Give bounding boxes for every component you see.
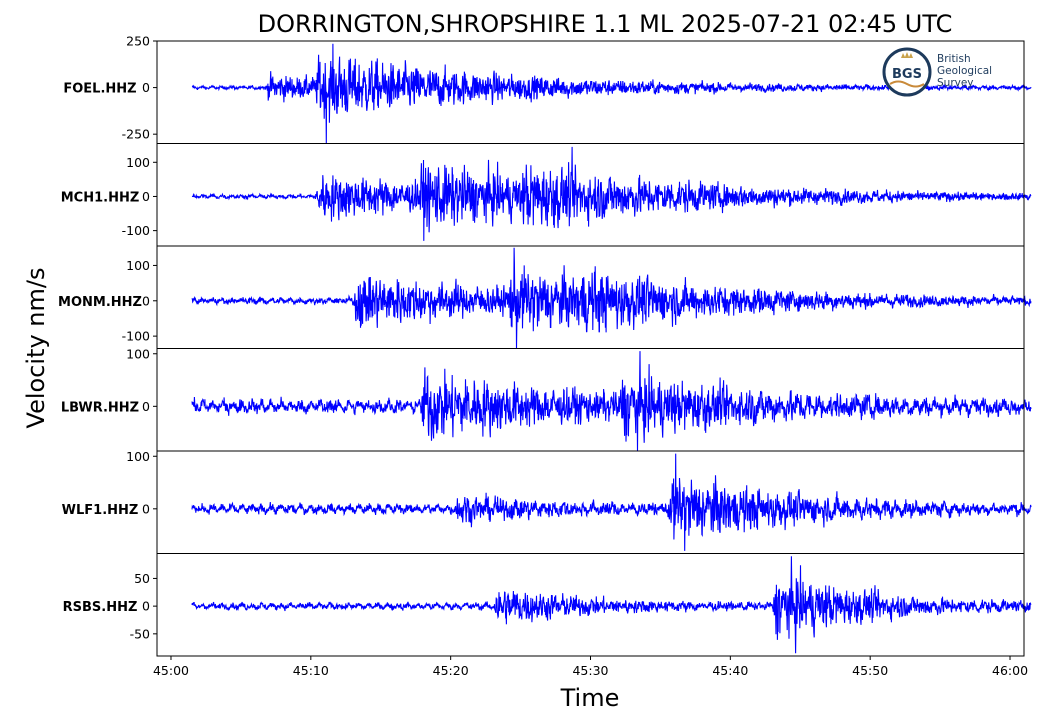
y-tick-label: 0 [142,293,150,308]
panel-mch1-hhz: 100 0 -100 MCH1.HHZ [61,143,1032,247]
y-tick-label: 100 [126,346,150,361]
y-tick-label: 100 [126,258,150,273]
station-label: MONM.HHZ [58,295,142,310]
waveform-line [191,453,1032,551]
panel-rsbs-hhz: 50 0 -50 RSBS.HHZ [63,553,1032,657]
x-tick-label: 45:10 [293,663,329,678]
y-tick-label: 250 [126,34,150,49]
waveform-line [191,247,1032,349]
y-tick-label: 100 [126,449,150,464]
bgs-logo: BGS British Geological Survey [882,47,992,97]
waveform-line [191,351,1032,452]
logo-line-1: British [937,53,971,65]
x-tick-label: 45:20 [433,663,469,678]
station-panels: 250 0 -250 FOEL.HHZ 100 0 -100 MCH1.HHZ 100 0 -100… [58,34,1032,657]
y-tick-label: -100 [122,329,150,344]
logo-initials: BGS [892,67,922,82]
chart-title: DORRINGTON,SHROPSHIRE 1.1 ML 2025-07-21 … [258,10,953,38]
y-axis-label: Velocity nm/s [22,268,50,429]
logo-line-3: Survey [937,77,974,89]
y-tick-label: -100 [122,223,150,238]
crown-icon [901,52,913,58]
x-axis-label: Time [560,684,620,712]
x-tick-label: 45:50 [852,663,888,678]
x-axis-ticks: 45:00 45:10 45:20 45:30 45:40 45:50 46:00 [153,656,1028,678]
waveform-line [191,556,1032,654]
station-label: LBWR.HHZ [61,400,139,415]
y-tick-label: -250 [122,127,150,142]
wave-icon [889,80,925,88]
y-tick-label: 50 [134,571,150,586]
station-label: RSBS.HHZ [63,600,138,615]
x-tick-label: 46:00 [992,663,1028,678]
station-label: FOEL.HHZ [63,82,136,97]
station-label: WLF1.HHZ [62,503,139,518]
panel-monm-hhz: 100 0 -100 MONM.HHZ [58,245,1032,349]
y-tick-label: 0 [142,501,150,516]
y-tick-label: 0 [142,399,150,414]
x-tick-label: 45:30 [572,663,608,678]
y-tick-label: -50 [130,626,150,641]
panel-foel-hhz: 250 0 -250 FOEL.HHZ [63,34,1032,144]
x-tick-label: 45:40 [712,663,748,678]
y-tick-label: 0 [142,599,150,614]
logo-ring [882,47,932,97]
y-tick-label: 0 [142,189,150,204]
x-tick-label: 45:00 [153,663,189,678]
waveform-line [191,146,1032,241]
station-label: MCH1.HHZ [61,190,140,205]
panel-frame [156,450,1025,554]
logo-line-2: Geological [937,65,992,77]
y-tick-label: 100 [126,155,150,170]
y-tick-label: 0 [142,80,150,95]
